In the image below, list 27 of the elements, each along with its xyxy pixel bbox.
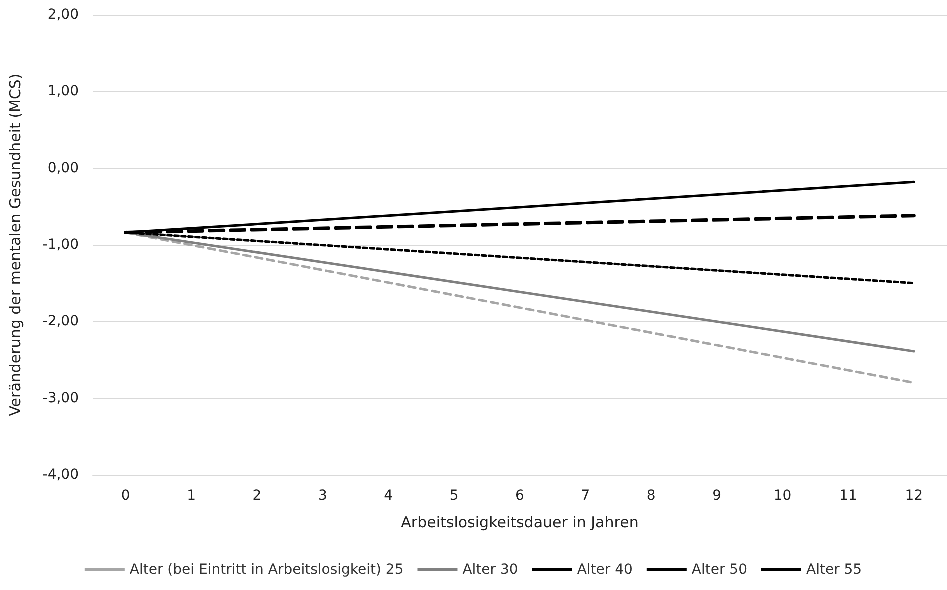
y-tick-label: -3,00 xyxy=(42,390,79,406)
x-tick-label: 3 xyxy=(318,488,328,504)
x-tick-label: 8 xyxy=(646,488,656,504)
legend-label: Alter 40 xyxy=(577,562,633,578)
y-tick-label: 0,00 xyxy=(48,160,79,176)
legend-label: Alter 50 xyxy=(692,562,748,578)
x-axis-title: Arbeitslosigkeitsdauer in Jahren xyxy=(401,514,639,532)
y-axis-title: Veränderung der mentalen Gesundheit (MCS) xyxy=(6,74,24,416)
y-tick-label: -1,00 xyxy=(42,237,79,253)
x-tick-label: 7 xyxy=(581,488,590,504)
x-tick-label: 2 xyxy=(252,488,262,504)
legend-label: Alter (bei Eintritt in Arbeitslosigkeit) 25 xyxy=(130,562,404,578)
x-tick-label: 4 xyxy=(384,488,394,504)
legend-label: Alter 30 xyxy=(462,562,518,578)
x-tick-label: 11 xyxy=(840,488,858,504)
legend-label: Alter 55 xyxy=(806,562,862,578)
x-tick-label: 12 xyxy=(905,488,924,504)
y-tick-label: 1,00 xyxy=(48,84,79,100)
x-tick-label: 9 xyxy=(712,488,722,504)
y-tick-label: -4,00 xyxy=(42,467,79,483)
x-tick-label: 0 xyxy=(121,488,130,504)
y-tick-label: -2,00 xyxy=(42,314,79,330)
x-tick-label: 1 xyxy=(187,488,196,504)
x-tick-label: 10 xyxy=(774,488,792,504)
y-tick-label: 2,00 xyxy=(48,7,79,23)
x-tick-label: 5 xyxy=(450,488,459,504)
x-tick-label: 6 xyxy=(516,488,525,504)
